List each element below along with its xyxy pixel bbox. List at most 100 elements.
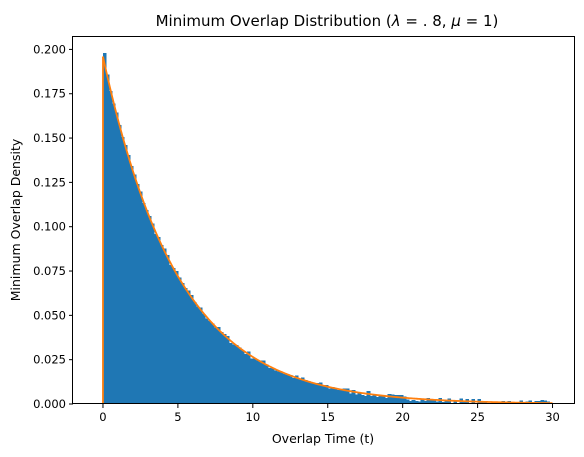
histogram-bar (255, 360, 260, 404)
histogram-bar (387, 393, 392, 404)
histogram-bar (228, 343, 233, 404)
histogram-bar (381, 395, 386, 404)
histogram-bar (414, 401, 419, 404)
histogram-bar (156, 237, 161, 404)
histogram-bar (195, 306, 200, 404)
histogram-bar (375, 397, 380, 404)
histogram-bar (207, 321, 212, 404)
x-tick-label: 15 (320, 410, 335, 424)
histogram-bar (396, 395, 401, 404)
histogram-bar (204, 318, 209, 404)
histogram-bar (270, 368, 275, 404)
histogram-bar (165, 255, 170, 404)
histogram-bar (297, 378, 302, 404)
histogram-bar (318, 382, 323, 404)
x-axis-label: Overlap Time (t) (272, 431, 374, 446)
histogram-bar (147, 215, 152, 404)
histogram-bar (411, 399, 416, 404)
histogram-bar (417, 401, 422, 404)
y-tick-label: 0.075 (33, 264, 66, 278)
histogram-bar (333, 389, 338, 404)
histogram-bar (282, 374, 287, 404)
histogram-bar (330, 387, 335, 404)
histogram-bar (216, 327, 221, 404)
histogram-bar (135, 183, 140, 404)
histogram-bar (108, 90, 113, 404)
histogram-bar (300, 377, 305, 404)
density-curve-line (102, 56, 553, 405)
histogram-bar (312, 383, 317, 404)
histogram-bar (303, 379, 308, 404)
y-axis-ticks: 0.000 0.025 0.050 0.075 0.100 0.125 0.150 0.175… (33, 42, 73, 411)
histogram-bar (120, 137, 125, 404)
histogram-bar (237, 347, 242, 404)
histogram-bar (201, 313, 206, 404)
histogram-bar (267, 368, 272, 404)
histogram-bar (294, 375, 299, 404)
histogram-bar (306, 380, 311, 404)
y-tick-label: 0.100 (33, 220, 66, 234)
histogram-bar (324, 385, 329, 404)
histogram-bar (279, 372, 284, 404)
histogram-bar (192, 302, 197, 404)
histogram-bar (249, 358, 254, 404)
chart-title: Minimum Overlap Distribution (λ = . 8, μ… (156, 12, 499, 30)
histogram-bar (309, 382, 314, 404)
x-tick-label: 30 (545, 410, 560, 424)
histogram-bar (168, 264, 173, 404)
histogram-bar (285, 374, 290, 404)
histogram-bar (162, 248, 167, 404)
histogram-bar (405, 399, 410, 404)
histogram-bar (129, 166, 134, 404)
histogram-bar (105, 74, 110, 404)
histogram-bar (180, 282, 185, 404)
histogram-bar (126, 155, 131, 404)
histogram-bar (441, 401, 446, 404)
histogram-bar (432, 398, 437, 404)
y-tick-label: 0.000 (33, 397, 66, 411)
histogram-bar (345, 388, 350, 404)
histogram-bar (348, 393, 353, 404)
x-tick-label: 20 (395, 410, 410, 424)
histogram-bar (288, 374, 293, 404)
histogram-bar (462, 400, 467, 404)
y-tick-label: 0.175 (33, 87, 66, 101)
histogram-bar (540, 400, 545, 404)
histogram-bar (186, 290, 191, 404)
histogram-bar (327, 388, 332, 404)
histogram-bar (174, 271, 179, 404)
y-tick-label: 0.025 (33, 353, 66, 367)
histogram-bar (258, 360, 263, 404)
histogram-bar (357, 393, 362, 404)
histogram-bar (252, 358, 257, 404)
histogram-bar (393, 394, 398, 404)
histogram-bar (102, 52, 107, 405)
histogram-bar (384, 398, 389, 404)
histogram-bar (339, 390, 344, 404)
histogram-bar (408, 401, 413, 404)
histogram-bar (111, 103, 116, 404)
plot-frame (72, 36, 575, 404)
histogram-bar (480, 401, 485, 404)
y-tick-label: 0.150 (33, 131, 66, 145)
x-axis-ticks: 0 5 10 15 20 25 30 (99, 404, 560, 424)
x-tick-label: 25 (470, 410, 485, 424)
histogram-bar (291, 378, 296, 404)
histogram-bar (360, 395, 365, 404)
histogram-bar (117, 124, 122, 405)
histogram-bar (372, 393, 377, 404)
x-tick-label: 0 (99, 410, 106, 424)
histogram-bar (435, 401, 440, 404)
histogram-bar (150, 223, 155, 404)
histogram-bar (240, 350, 245, 404)
histogram-bar (378, 395, 383, 404)
histogram-bar (420, 398, 425, 404)
histogram-bar (246, 351, 251, 404)
histogram-bar (363, 395, 368, 404)
histogram-bar (171, 268, 176, 404)
histogram-bar (423, 400, 428, 404)
y-tick-label: 0.125 (33, 175, 66, 189)
histogram-bar (183, 287, 188, 404)
histogram-bar (231, 344, 236, 404)
histogram-bar (141, 202, 146, 404)
